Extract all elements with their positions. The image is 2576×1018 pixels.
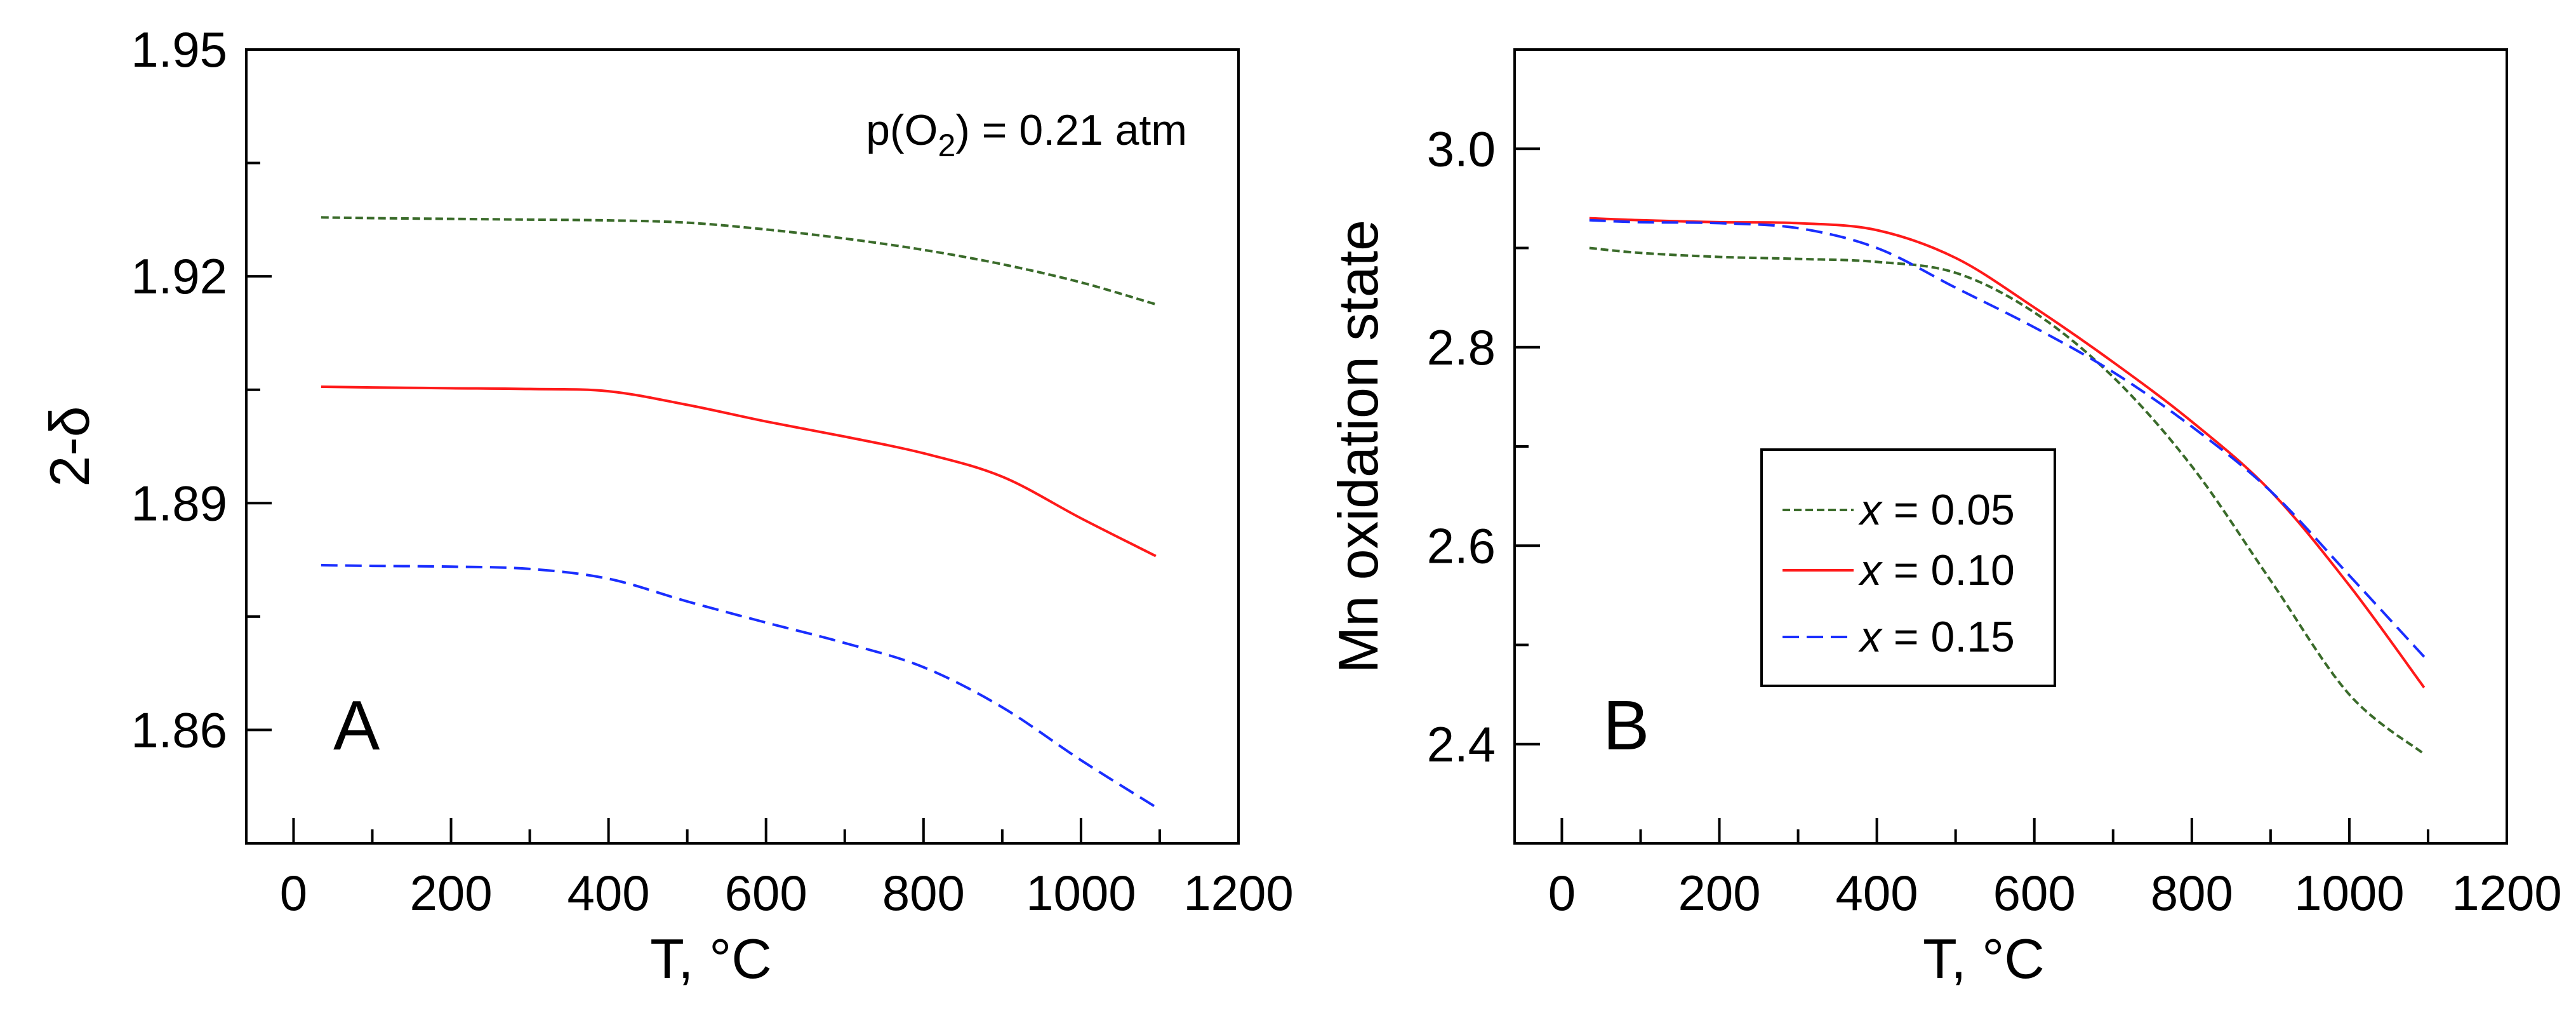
legend-label-x010: x = 0.10: [1858, 546, 2015, 594]
panel-b-x-tick-label: 0: [1548, 865, 1576, 921]
legend-item: x = 0.05: [1783, 486, 2015, 534]
panel-b-x-tick-label: 200: [1678, 865, 1760, 921]
panel-b-series: [1589, 217, 2426, 755]
panel-b-ticks: 0 200 400 600 800 1000 1200 2.4 2.6 2.8 3.0: [1427, 121, 2562, 921]
panel-a-x-tick-label: 400: [568, 865, 650, 921]
panel-a-series: [321, 216, 1157, 808]
panel-a-y-tick-label: 1.95: [131, 22, 227, 77]
panel-a-y-tick-label: 1.92: [131, 248, 227, 304]
panel-a-y-tick-label: 1.89: [131, 475, 227, 531]
panel-a-y-axis-label: 2-δ: [38, 406, 101, 486]
legend-item: x = 0.15: [1783, 613, 2015, 661]
panel-a-series-010: [321, 385, 1157, 558]
panel-b-plot-frame: [1513, 48, 2508, 845]
panel-a-series-005: [321, 216, 1157, 306]
panel-a-x-tick-label: 1200: [1183, 865, 1294, 921]
panel-a: 0 200 400 600 800 1000 1200 1.86 1.89 1.92 1.95 p(…: [38, 22, 1294, 990]
legend-label-x005: x = 0.05: [1858, 486, 2015, 534]
panel-a-x-tick-label: 1000: [1026, 865, 1136, 921]
panel-a-x-tick-label: 200: [409, 865, 492, 921]
panel-b-y-tick-label: 2.6: [1427, 518, 1496, 573]
panel-b: 0 200 400 600 800 1000 1200 2.4 2.6 2.8 3.0 B T, °…: [1327, 48, 2562, 990]
panel-b-x-tick-label: 1000: [2294, 865, 2405, 921]
panel-b-x-tick-label: 600: [1993, 865, 2076, 921]
panel-a-plot-frame: [245, 48, 1240, 845]
panel-a-y-tick-label: 1.86: [131, 702, 227, 758]
panel-b-letter: B: [1603, 686, 1649, 765]
panel-a-po2-annotation: p(O2) = 0.21 atm: [866, 106, 1187, 163]
panel-a-x-axis-label: T, °C: [650, 927, 772, 990]
legend-label-x015: x = 0.15: [1858, 613, 2015, 661]
panel-b-x-tick-label: 400: [1836, 865, 1918, 921]
panel-b-legend: x = 0.05 x = 0.10 x = 0.15: [1760, 448, 2056, 687]
legend-item: x = 0.10: [1783, 546, 2015, 594]
panel-b-x-axis-label: T, °C: [1923, 927, 2045, 990]
panel-b-series-005: [1589, 246, 2425, 755]
panel-b-y-tick-label: 2.4: [1427, 716, 1496, 772]
panel-b-y-axis-label: Mn oxidation state: [1327, 220, 1390, 673]
panel-b-y-tick-label: 2.8: [1427, 319, 1496, 375]
panel-a-ticks: 0 200 400 600 800 1000 1200 1.86 1.89 1.92 1.95: [131, 22, 1294, 921]
panel-a-series-015: [321, 563, 1157, 808]
legend-box: [1760, 448, 2056, 687]
panel-a-x-tick-label: 0: [280, 865, 307, 921]
panel-a-letter: A: [333, 686, 380, 765]
panel-b-x-tick-label: 1200: [2452, 865, 2562, 921]
panel-a-x-tick-label: 600: [725, 865, 807, 921]
panel-a-x-tick-label: 800: [882, 865, 965, 921]
panel-b-series-015: [1589, 218, 2426, 658]
panel-b-x-tick-label: 800: [2151, 865, 2233, 921]
panel-b-y-tick-label: 3.0: [1427, 121, 1496, 177]
